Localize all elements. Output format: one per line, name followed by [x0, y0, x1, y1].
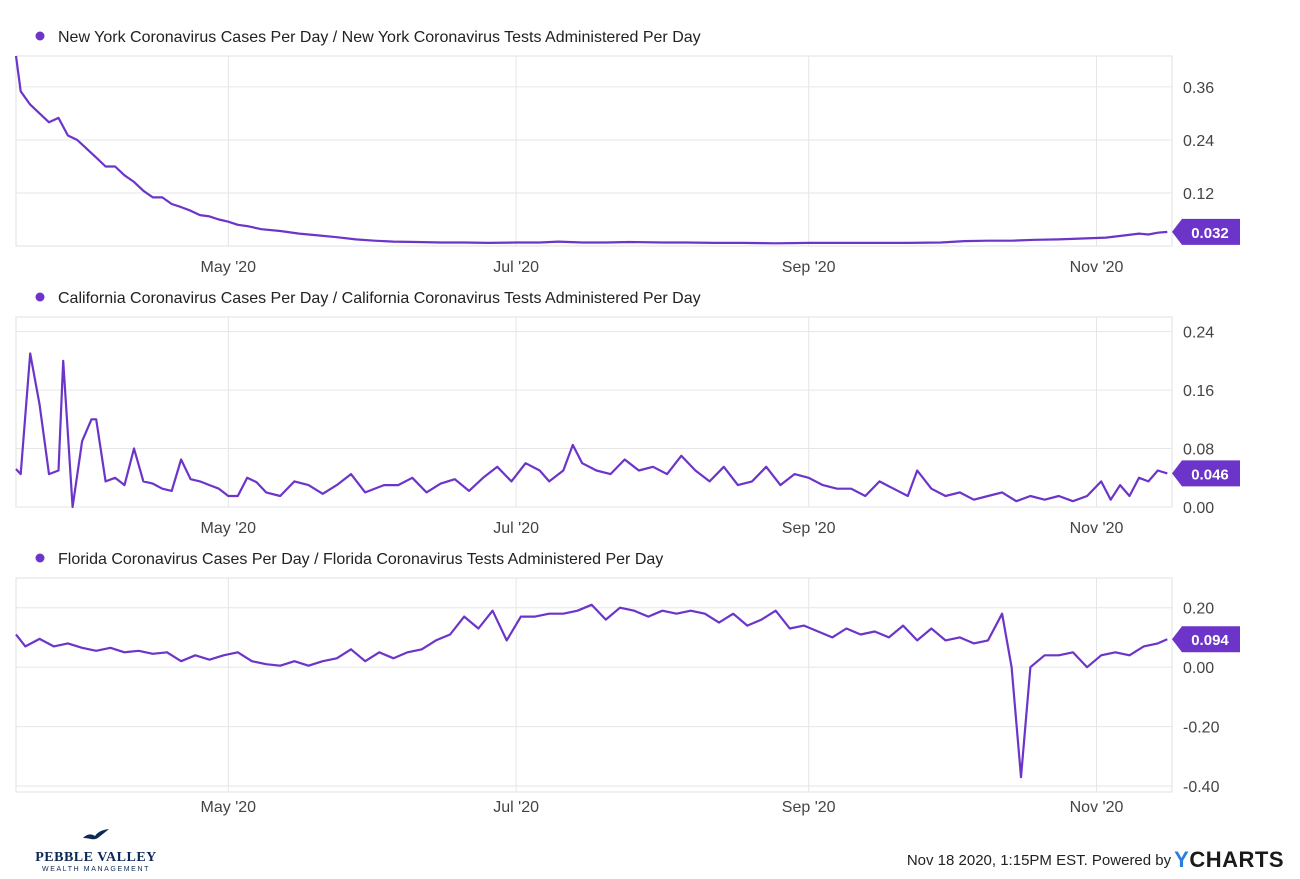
plot-area	[15, 55, 1173, 247]
y-tick-label: 0.00	[1183, 500, 1214, 517]
eagle-icon	[83, 829, 109, 840]
last-value-label: 0.032	[1191, 225, 1229, 242]
y-tick-label: 0.08	[1183, 442, 1214, 459]
last-value-label: 0.046	[1191, 466, 1229, 483]
timestamp-text: Nov 18 2020, 1:15PM EST. Powered by	[906, 851, 1172, 869]
y-tick-label: 0.20	[1183, 601, 1214, 618]
plot-area	[15, 577, 1173, 793]
footer-attribution: Nov 18 2020, 1:15PM EST. Powered by YCHA…	[907, 847, 1284, 873]
series-line	[15, 352, 1168, 509]
legend-label: Florida Coronavirus Cases Per Day / Flor…	[58, 551, 663, 568]
y-tick-label: 0.16	[1183, 383, 1214, 400]
y-tick-label: -0.40	[1183, 779, 1220, 796]
y-tick-label: 0.12	[1183, 186, 1214, 203]
legend-marker	[35, 292, 45, 302]
y-tick-label: 0.36	[1183, 80, 1214, 97]
ycharts-logo-y: Y	[1174, 847, 1190, 872]
x-tick-label: Jul '20	[493, 520, 539, 537]
y-tick-label: -0.20	[1183, 720, 1220, 737]
y-tick-label: 0.24	[1183, 133, 1214, 150]
california-chart-panel: California Coronavirus Cases Per Day / C…	[15, 290, 1240, 537]
x-tick-label: Sep '20	[782, 799, 836, 816]
x-tick-label: May '20	[201, 259, 257, 276]
brand-logo: PEBBLE VALLEY WEALTH MANAGEMENT	[26, 828, 166, 874]
y-tick-label: 0.24	[1183, 325, 1214, 342]
ycharts-logo-rest: CHARTS	[1189, 847, 1284, 872]
ycharts-logo[interactable]: YCHARTS	[1174, 847, 1284, 873]
series-line	[15, 603, 1168, 779]
legend-label: New York Coronavirus Cases Per Day / New…	[58, 29, 701, 46]
x-tick-label: Nov '20	[1070, 799, 1124, 816]
x-tick-label: Sep '20	[782, 259, 836, 276]
series-line	[14, 55, 1168, 245]
x-tick-label: May '20	[201, 520, 257, 537]
x-tick-label: Sep '20	[782, 520, 836, 537]
legend-marker	[35, 553, 45, 563]
brand-name: PEBBLE VALLEY	[35, 850, 157, 865]
legend-label: California Coronavirus Cases Per Day / C…	[58, 290, 701, 307]
last-value-badge	[1172, 218, 1240, 245]
y-tick-label: 0.00	[1183, 660, 1214, 677]
legend-marker	[35, 31, 45, 41]
x-tick-label: Nov '20	[1070, 259, 1124, 276]
brand-subtitle: WEALTH MANAGEMENT	[42, 866, 150, 873]
new-york-chart-panel: New York Coronavirus Cases Per Day / New…	[14, 29, 1240, 276]
last-value-badge	[1172, 626, 1240, 653]
florida-chart-panel: Florida Coronavirus Cases Per Day / Flor…	[15, 551, 1240, 816]
x-tick-label: Jul '20	[493, 799, 539, 816]
last-value-label: 0.094	[1191, 632, 1229, 649]
x-tick-label: May '20	[201, 799, 257, 816]
x-tick-label: Jul '20	[493, 259, 539, 276]
x-tick-label: Nov '20	[1070, 520, 1124, 537]
last-value-badge	[1172, 460, 1240, 487]
